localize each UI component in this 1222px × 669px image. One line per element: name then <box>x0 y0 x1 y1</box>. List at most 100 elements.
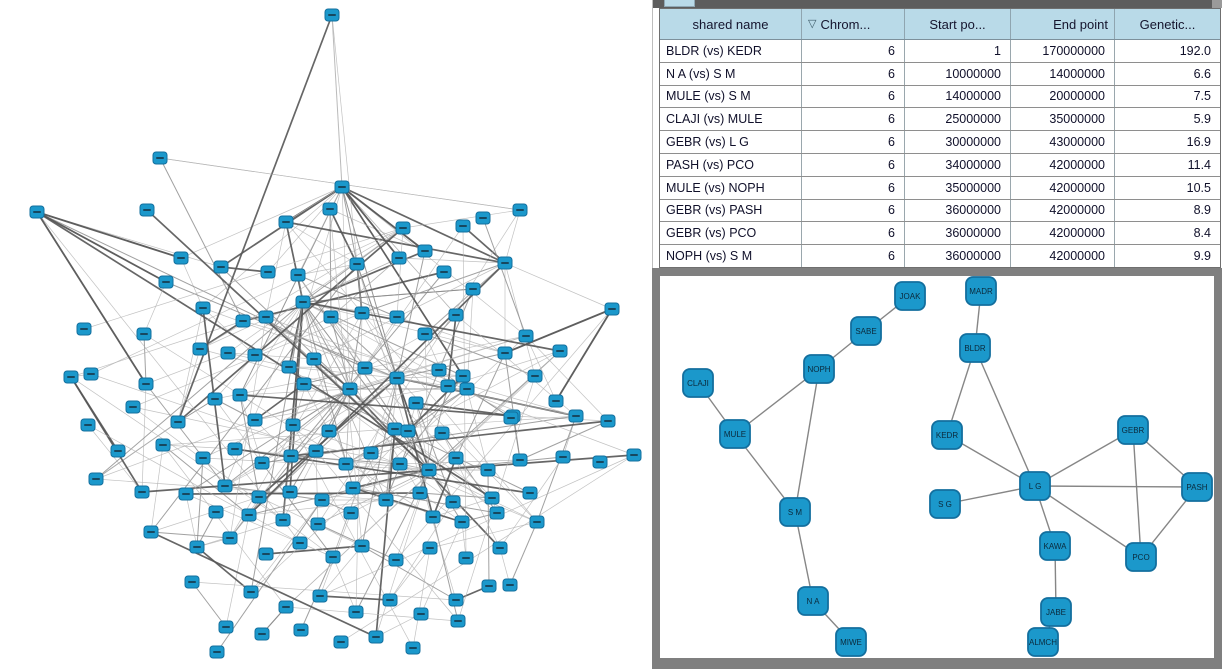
network-node[interactable] <box>334 180 350 194</box>
table-cell[interactable]: 6.6 <box>1193 66 1211 81</box>
network-node[interactable] <box>296 377 312 391</box>
network-node[interactable] <box>425 510 441 524</box>
network-node[interactable]: ALMCH <box>1027 627 1059 657</box>
network-node[interactable] <box>283 449 299 463</box>
network-node[interactable] <box>480 463 496 477</box>
network-node[interactable] <box>207 392 223 406</box>
network-node[interactable] <box>136 327 152 341</box>
network-node[interactable] <box>184 575 200 589</box>
table-row[interactable]: N A (vs) S M 6 10000000 14000000 6.6 <box>660 62 1220 86</box>
network-node[interactable] <box>475 211 491 225</box>
network-node[interactable] <box>354 539 370 553</box>
table-cell[interactable]: 10.5 <box>1186 180 1211 195</box>
network-node[interactable] <box>258 547 274 561</box>
table-cell[interactable]: 8.4 <box>1193 226 1211 241</box>
network-node[interactable] <box>454 515 470 529</box>
table-cell[interactable]: 43000000 <box>1011 131 1115 153</box>
table-cell[interactable]: 6 <box>802 153 905 176</box>
network-node[interactable] <box>512 203 528 217</box>
network-node[interactable] <box>278 600 294 614</box>
network-node[interactable] <box>445 495 461 509</box>
network-node[interactable] <box>220 346 236 360</box>
network-node[interactable] <box>368 630 384 644</box>
network-node[interactable] <box>208 505 224 519</box>
table-cell[interactable]: 6 <box>802 85 905 108</box>
network-node[interactable] <box>88 472 104 486</box>
network-node[interactable] <box>125 400 141 414</box>
network-node[interactable] <box>465 282 481 296</box>
network-node[interactable]: MIWE <box>835 627 867 657</box>
table-cell[interactable]: BLDR (vs) KEDR <box>660 40 802 62</box>
network-node[interactable] <box>458 551 474 565</box>
network-node[interactable]: JOAK <box>894 281 926 311</box>
network-node[interactable] <box>512 453 528 467</box>
table-cell[interactable]: 36000000 <box>905 222 1011 245</box>
table-row[interactable]: CLAJI (vs) MULE 6 25000000 35000000 5.9 <box>660 108 1220 132</box>
table-cell[interactable]: 14000000 <box>905 85 1011 108</box>
network-node[interactable] <box>502 578 518 592</box>
network-node[interactable] <box>308 444 324 458</box>
network-node[interactable] <box>348 605 364 619</box>
table-cell[interactable]: 170000000 <box>1011 40 1115 62</box>
table-row[interactable]: GEBR (vs) PASH 6 36000000 42000000 8.9 <box>660 199 1220 223</box>
table-cell[interactable]: 36000000 <box>905 199 1011 222</box>
table-cell[interactable]: PASH (vs) PCO <box>660 153 802 176</box>
network-node[interactable] <box>222 531 238 545</box>
table-cell[interactable]: 16.9 <box>1186 135 1211 150</box>
network-node[interactable] <box>342 382 358 396</box>
network-node[interactable] <box>388 553 404 567</box>
network-node[interactable] <box>343 506 359 520</box>
table-cell[interactable]: 6 <box>802 222 905 245</box>
table-cell[interactable]: CLAJI (vs) MULE <box>660 108 802 131</box>
network-node[interactable] <box>293 623 309 637</box>
table-cell[interactable]: 7.5 <box>1193 89 1211 104</box>
network-node[interactable] <box>345 481 361 495</box>
table-header-cell[interactable]: Start po... <box>905 9 1011 39</box>
network-node[interactable]: S G <box>929 489 961 519</box>
network-node[interactable] <box>455 219 471 233</box>
network-node[interactable]: S M <box>779 497 811 527</box>
network-node[interactable]: MULE <box>719 419 751 449</box>
network-node[interactable] <box>497 256 513 270</box>
network-node[interactable] <box>392 457 408 471</box>
network-node[interactable] <box>110 444 126 458</box>
network-node[interactable] <box>552 344 568 358</box>
table-cell[interactable]: 35000000 <box>905 176 1011 199</box>
network-node[interactable] <box>195 301 211 315</box>
network-node[interactable]: L G <box>1019 471 1051 501</box>
network-node[interactable] <box>258 310 274 324</box>
network-node[interactable] <box>417 244 433 258</box>
network-node[interactable]: PASH <box>1181 472 1213 502</box>
network-node[interactable] <box>83 367 99 381</box>
network-node[interactable] <box>324 8 340 22</box>
table-header-cell[interactable]: Genetic... <box>1115 9 1220 39</box>
table-cell[interactable]: 1 <box>905 40 1011 62</box>
table-row[interactable]: GEBR (vs) PCO 6 36000000 42000000 8.4 <box>660 222 1220 246</box>
network-node[interactable] <box>217 479 233 493</box>
network-node[interactable] <box>173 251 189 265</box>
table-cell[interactable]: 35000000 <box>1011 108 1115 131</box>
network-node[interactable] <box>321 424 337 438</box>
network-node[interactable] <box>450 614 466 628</box>
network-node[interactable]: NOPH <box>803 354 835 384</box>
network-node[interactable] <box>325 550 341 564</box>
network-node[interactable] <box>592 455 608 469</box>
network-node[interactable] <box>436 265 452 279</box>
network-node[interactable] <box>247 348 263 362</box>
table-cell[interactable]: MULE (vs) NOPH <box>660 176 802 199</box>
network-node[interactable] <box>275 513 291 527</box>
network-node[interactable] <box>189 540 205 554</box>
network-node[interactable] <box>314 493 330 507</box>
table-cell[interactable]: 34000000 <box>905 153 1011 176</box>
table-cell[interactable]: 6 <box>802 176 905 199</box>
network-node[interactable] <box>408 396 424 410</box>
network-node[interactable] <box>195 451 211 465</box>
network-node[interactable] <box>290 268 306 282</box>
network-node[interactable] <box>139 203 155 217</box>
network-node[interactable] <box>143 525 159 539</box>
table-cell[interactable]: 8.9 <box>1193 203 1211 218</box>
network-node[interactable] <box>218 620 234 634</box>
table-cell[interactable]: 14000000 <box>1011 62 1115 85</box>
table-row[interactable]: PASH (vs) PCO 6 34000000 42000000 11.4 <box>660 153 1220 177</box>
network-node[interactable] <box>481 579 497 593</box>
